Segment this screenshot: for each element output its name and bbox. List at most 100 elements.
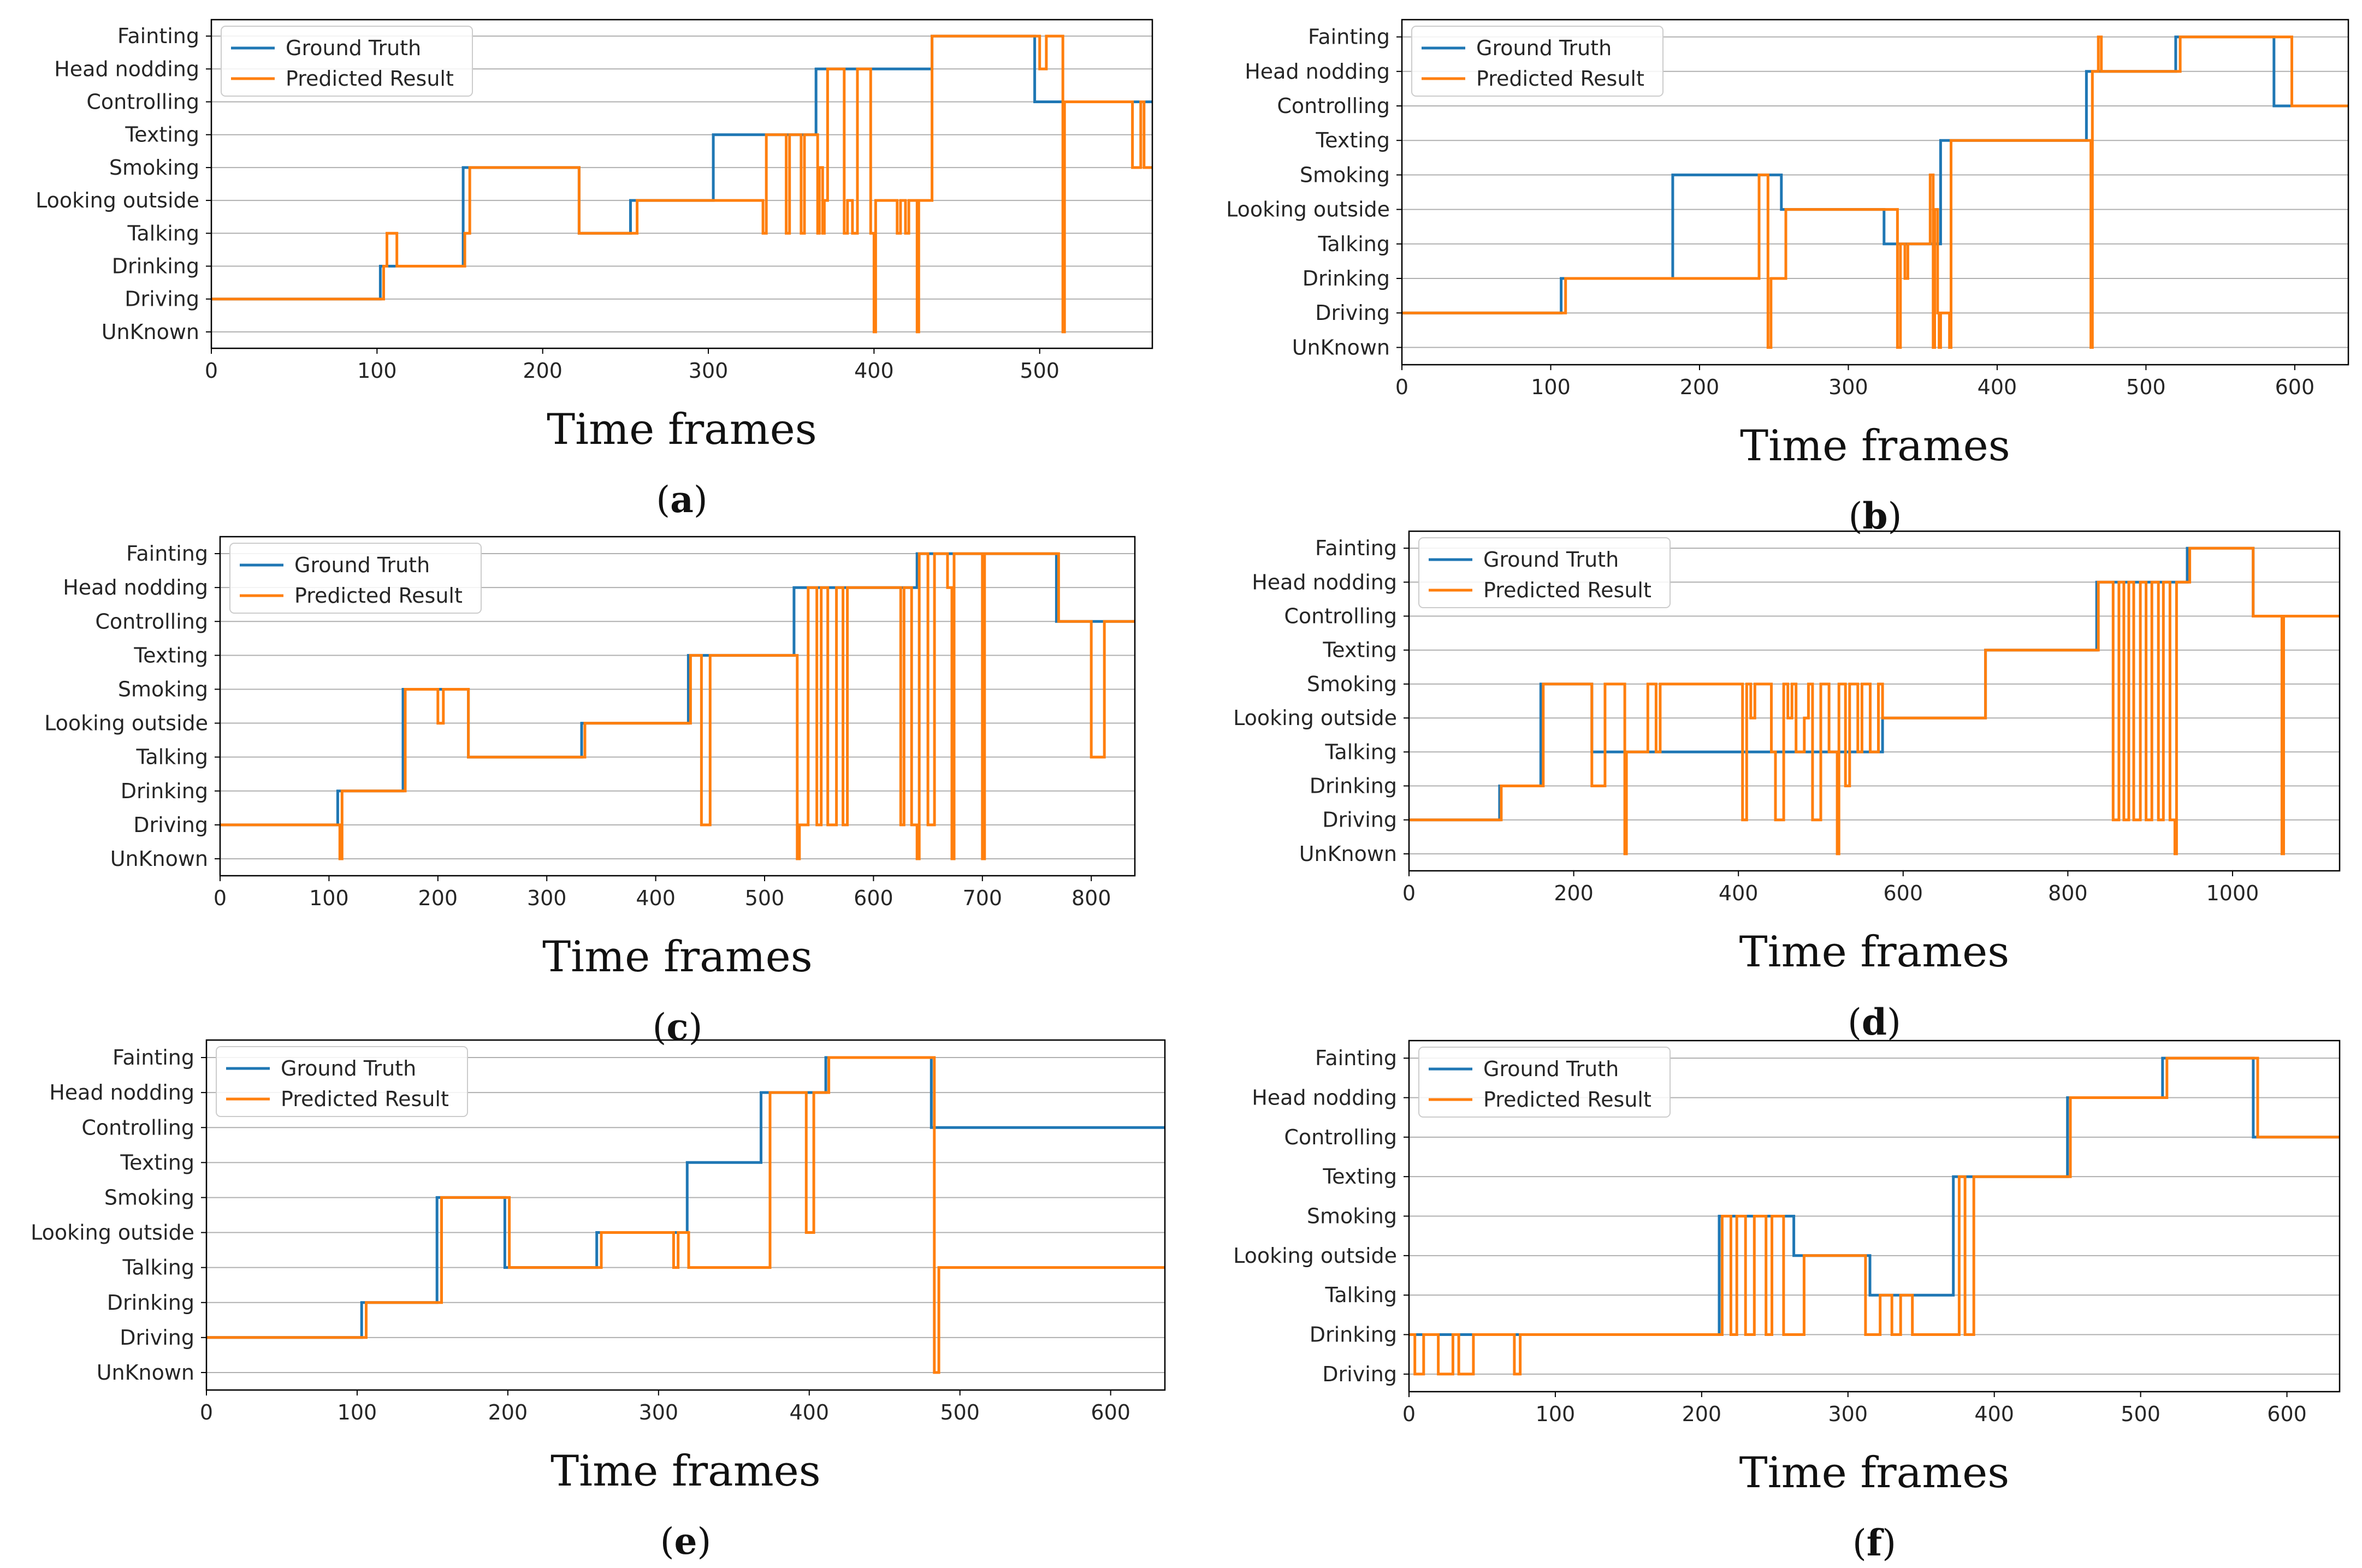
chart-panel-d: UnKnown Driving Drinking Talking Looking out… (1233, 530, 2341, 1043)
legend: Ground Truth Predicted Result (221, 26, 473, 97)
series-line-predicted (1409, 547, 2340, 856)
x-tick-label: 0 (1395, 375, 1408, 399)
y-tick-label: Fainting (1315, 1046, 1397, 1070)
y-tick-label: Head nodding (1245, 60, 1390, 84)
legend-entry: Predicted Result (294, 584, 463, 608)
y-tick-label: Smoking (118, 677, 208, 701)
x-tick-label: 500 (1020, 359, 1059, 383)
x-tick-label: 600 (854, 886, 893, 910)
x-tick-label: 200 (523, 359, 563, 383)
y-tick-label: Talking (122, 1256, 194, 1280)
legend-box (1418, 1047, 1671, 1118)
y-tick-label: Looking outside (44, 711, 208, 735)
legend-entry: Ground Truth (1483, 548, 1619, 572)
panel-caption: (a) (656, 478, 707, 521)
x-axis-label: Time frames (1739, 928, 2010, 977)
x-tick-label: 800 (1072, 886, 1111, 910)
x-tick-label: 300 (689, 359, 729, 383)
panel-caption: (d) (1848, 1001, 1901, 1043)
x-tick-label: 300 (639, 1400, 679, 1424)
y-tick-label: Talking (135, 745, 208, 769)
legend: Ground Truth Predicted Result (1418, 537, 1671, 608)
x-tick-label: 500 (2121, 1402, 2160, 1426)
x-tick-label: 200 (1680, 375, 1720, 399)
y-tick-label: Driving (133, 813, 208, 837)
legend-box (1411, 26, 1664, 97)
y-tick-label: Driving (120, 1326, 194, 1350)
y-tick-label: Head nodding (1252, 1085, 1397, 1109)
y-tick-label: UnKnown (102, 320, 199, 344)
y-tick-label: Driving (1322, 1362, 1397, 1386)
plot-frame (210, 19, 1153, 349)
chart-panel-a: UnKnown Driving Drinking Talking Looking out… (35, 19, 1153, 521)
y-tick-label: Fainting (113, 1046, 194, 1070)
y-tick-label: Looking outside (35, 188, 199, 212)
chart-panel-e: UnKnown Driving Drinking Talking Looking out… (31, 1039, 1166, 1563)
series-line-predicted (1402, 35, 2348, 349)
x-tick-label: 800 (2048, 881, 2088, 905)
y-tick-label: Drinking (121, 779, 208, 803)
chart-panel-c: UnKnown Driving Drinking Talking Looking out… (44, 536, 1136, 1048)
x-tick-label: 100 (1531, 375, 1571, 399)
y-tick-label: Smoking (1307, 1204, 1397, 1228)
x-axis-label: Time frames (547, 405, 817, 454)
y-tick-label: Head nodding (49, 1080, 194, 1104)
x-tick-label: 500 (745, 886, 785, 910)
y-tick-label: Talking (1324, 1283, 1397, 1307)
series-line-predicted (206, 1056, 1165, 1374)
x-tick-label: 0 (214, 886, 227, 910)
x-tick-label: 0 (1402, 881, 1416, 905)
y-tick-label: Drinking (1310, 774, 1397, 798)
y-tick-label: UnKnown (1292, 335, 1390, 359)
x-tick-label: 400 (1974, 1402, 2014, 1426)
y-tick-label: Smoking (104, 1185, 194, 1209)
x-tick-label: 200 (1554, 881, 1594, 905)
legend-entry: Ground Truth (294, 553, 430, 577)
y-tick-label: Fainting (117, 24, 199, 48)
y-tick-label: Smoking (1307, 672, 1397, 696)
y-tick-label: Controlling (86, 90, 199, 114)
y-tick-label: Drinking (107, 1291, 194, 1315)
x-tick-label: 400 (854, 359, 894, 383)
legend-entry: Ground Truth (1476, 36, 1612, 60)
legend: Ground Truth Predicted Result (1411, 26, 1664, 97)
legend-entry: Predicted Result (286, 67, 454, 91)
x-axis-label: Time frames (550, 1447, 821, 1496)
x-tick-label: 500 (2126, 375, 2166, 399)
series-line-predicted (220, 552, 1135, 860)
plot-frame (1408, 1040, 2341, 1393)
y-tick-label: Head nodding (63, 575, 208, 599)
y-tick-label: Driving (125, 287, 199, 311)
y-tick-label: UnKnown (110, 847, 208, 871)
y-tick-label: Controlling (95, 609, 208, 633)
x-tick-label: 600 (1091, 1400, 1130, 1424)
y-tick-label: Texting (125, 123, 199, 147)
y-tick-label: Driving (1322, 808, 1397, 832)
y-tick-label: Driving (1315, 301, 1390, 325)
x-tick-label: 100 (1536, 1402, 1576, 1426)
y-tick-label: Looking outside (1233, 1244, 1397, 1268)
y-tick-label: Drinking (1310, 1323, 1397, 1347)
x-tick-label: 600 (2267, 1402, 2307, 1426)
chart-panel-b: UnKnown Driving Drinking Talking Looking out… (1226, 19, 2349, 537)
y-tick-label: Talking (127, 221, 199, 245)
legend-box (1418, 537, 1671, 608)
x-tick-label: 600 (2275, 375, 2315, 399)
plot-frame (219, 536, 1136, 877)
x-axis-label: Time frames (542, 933, 813, 982)
y-tick-label: Texting (133, 643, 208, 667)
x-tick-label: 100 (309, 886, 349, 910)
x-tick-label: 100 (338, 1400, 377, 1424)
legend-box (229, 543, 482, 614)
y-tick-label: UnKnown (97, 1361, 194, 1385)
legend-entry: Predicted Result (1483, 578, 1651, 602)
x-tick-label: 200 (488, 1400, 528, 1424)
y-tick-label: Smoking (1300, 163, 1390, 187)
x-tick-label: 0 (1402, 1402, 1416, 1426)
legend: Ground Truth Predicted Result (216, 1046, 468, 1117)
x-tick-label: 500 (940, 1400, 980, 1424)
plot-frame (205, 1039, 1166, 1391)
x-tick-label: 400 (1978, 375, 2017, 399)
legend-entry: Predicted Result (281, 1087, 449, 1111)
